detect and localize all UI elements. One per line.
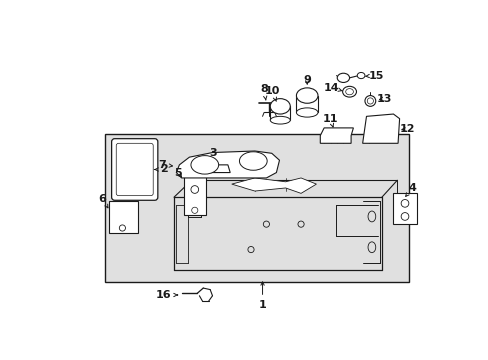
Text: 13: 13	[376, 94, 391, 104]
Ellipse shape	[270, 99, 290, 114]
Ellipse shape	[296, 108, 317, 117]
Ellipse shape	[296, 88, 317, 103]
Polygon shape	[197, 165, 230, 172]
Text: 9: 9	[303, 75, 310, 85]
Ellipse shape	[357, 72, 364, 78]
Text: 4: 4	[405, 183, 416, 196]
Ellipse shape	[364, 95, 375, 106]
Text: 5: 5	[174, 167, 181, 177]
Text: 14: 14	[324, 83, 342, 93]
FancyBboxPatch shape	[111, 139, 158, 200]
Text: 8: 8	[260, 84, 267, 100]
Polygon shape	[320, 128, 353, 143]
Text: 15: 15	[365, 71, 384, 81]
Text: 16: 16	[156, 290, 177, 300]
Polygon shape	[176, 151, 279, 178]
Ellipse shape	[190, 156, 218, 174]
Bar	[183, 163, 205, 215]
Text: 12: 12	[399, 125, 414, 134]
Bar	[108, 201, 138, 233]
FancyBboxPatch shape	[116, 143, 153, 195]
Bar	[393, 193, 416, 224]
Text: 1: 1	[258, 282, 266, 310]
Text: 3: 3	[209, 148, 217, 164]
Text: 7: 7	[158, 160, 172, 170]
Text: 11: 11	[322, 114, 337, 127]
Text: 10: 10	[264, 86, 280, 102]
Ellipse shape	[366, 98, 373, 104]
Ellipse shape	[337, 73, 349, 82]
Text: 6: 6	[98, 194, 108, 208]
Ellipse shape	[342, 86, 356, 97]
Bar	[104, 134, 408, 282]
Polygon shape	[231, 178, 316, 193]
Ellipse shape	[345, 89, 353, 95]
Polygon shape	[362, 114, 399, 143]
Ellipse shape	[270, 116, 290, 124]
Ellipse shape	[239, 152, 266, 170]
Text: 2: 2	[154, 165, 167, 175]
